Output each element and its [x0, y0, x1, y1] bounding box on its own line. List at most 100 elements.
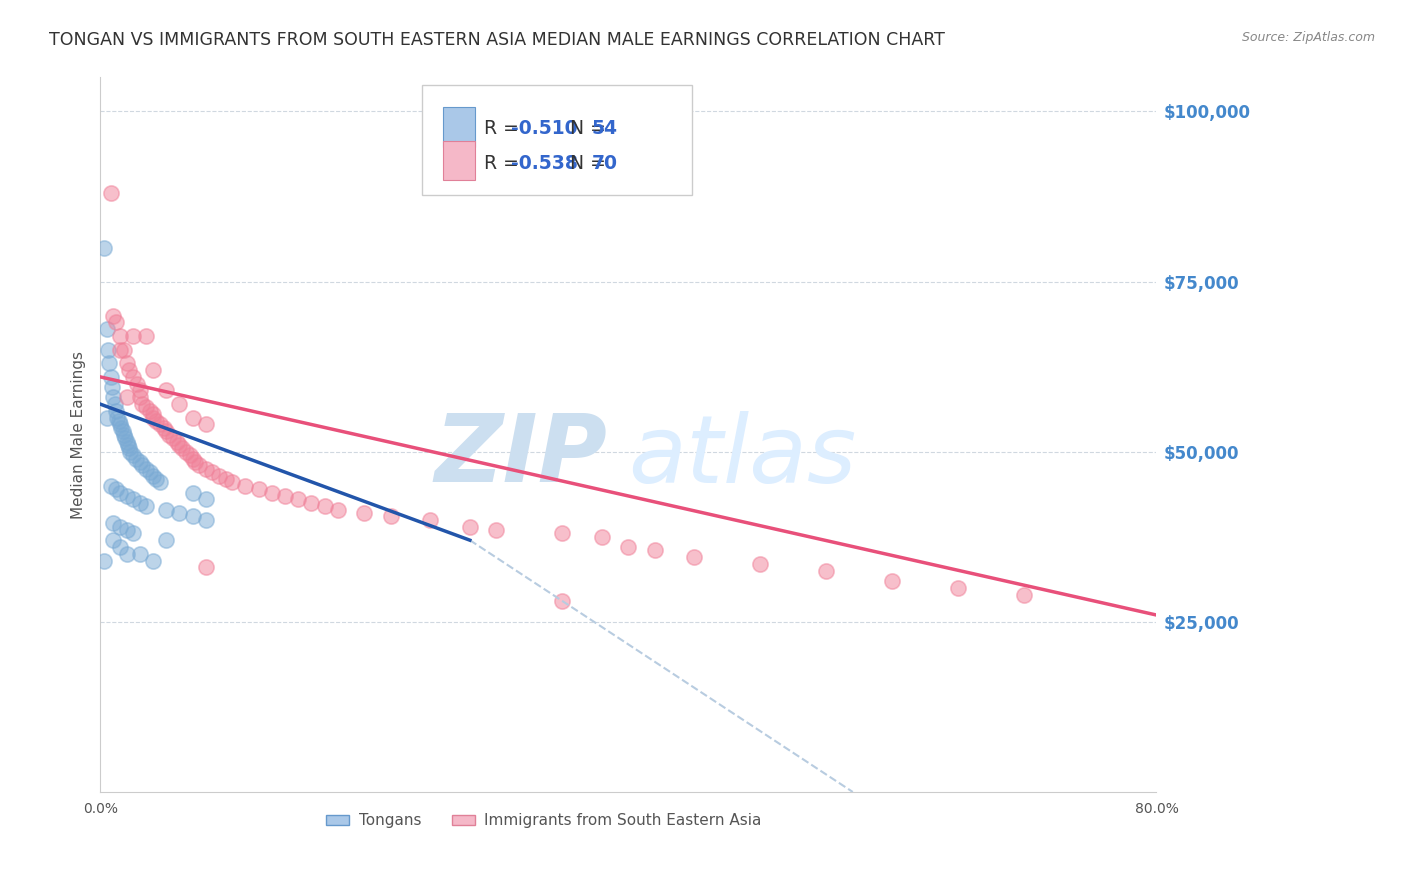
Point — [112, 343, 135, 357]
Point — [142, 363, 165, 377]
Point — [142, 468, 165, 483]
Point — [169, 397, 191, 411]
Point — [139, 465, 162, 479]
Point — [108, 417, 131, 432]
Point — [214, 472, 236, 486]
Point — [181, 509, 204, 524]
Point — [139, 404, 162, 418]
Point — [142, 410, 165, 425]
Point — [485, 523, 508, 537]
Point — [125, 451, 148, 466]
Point — [104, 482, 127, 496]
FancyBboxPatch shape — [443, 107, 475, 147]
Point — [103, 309, 125, 323]
Point — [142, 407, 165, 421]
Point — [314, 499, 336, 513]
Text: -0.538: -0.538 — [510, 154, 578, 173]
Text: R =: R = — [484, 154, 524, 173]
Point — [169, 506, 191, 520]
Point — [155, 502, 177, 516]
Point — [108, 329, 131, 343]
Point — [120, 444, 142, 458]
Point — [96, 410, 118, 425]
Point — [419, 513, 441, 527]
Point — [135, 329, 157, 343]
Text: 70: 70 — [592, 154, 617, 173]
Point — [148, 417, 170, 432]
Point — [274, 489, 297, 503]
Text: TONGAN VS IMMIGRANTS FROM SOUTH EASTERN ASIA MEDIAN MALE EARNINGS CORRELATION CH: TONGAN VS IMMIGRANTS FROM SOUTH EASTERN … — [49, 31, 945, 49]
Point — [128, 496, 150, 510]
Point — [181, 485, 204, 500]
Point — [100, 369, 122, 384]
Point — [181, 410, 204, 425]
Point — [93, 241, 115, 255]
Point — [110, 421, 132, 435]
Point — [122, 492, 145, 507]
Point — [948, 581, 970, 595]
Point — [194, 461, 217, 475]
Point — [201, 465, 224, 479]
Point — [287, 492, 309, 507]
Point — [221, 475, 243, 490]
Point — [683, 550, 706, 565]
Text: ZIP: ZIP — [434, 410, 607, 502]
Legend: Tongans, Immigrants from South Eastern Asia: Tongans, Immigrants from South Eastern A… — [321, 807, 768, 834]
FancyBboxPatch shape — [443, 141, 475, 180]
Point — [169, 438, 191, 452]
Text: 54: 54 — [592, 120, 617, 138]
Point — [181, 451, 204, 466]
Point — [115, 356, 138, 370]
Point — [170, 442, 193, 456]
Point — [103, 533, 125, 548]
Point — [104, 315, 127, 329]
Point — [128, 390, 150, 404]
Y-axis label: Median Male Earnings: Median Male Earnings — [72, 351, 86, 519]
Point — [128, 384, 150, 398]
Point — [98, 356, 121, 370]
Point — [108, 540, 131, 554]
Point — [194, 560, 217, 574]
Point — [299, 496, 322, 510]
Point — [148, 475, 170, 490]
Point — [174, 444, 197, 458]
Point — [184, 455, 207, 469]
Point — [118, 442, 141, 456]
Text: N =: N = — [558, 120, 612, 138]
Point — [115, 390, 138, 404]
Point — [117, 438, 139, 452]
Point — [749, 557, 772, 571]
Point — [194, 492, 217, 507]
Point — [145, 472, 167, 486]
Point — [97, 343, 120, 357]
Point — [882, 574, 904, 588]
Point — [103, 390, 125, 404]
Point — [115, 489, 138, 503]
Point — [111, 425, 134, 439]
Point — [100, 479, 122, 493]
Point — [122, 329, 145, 343]
Point — [145, 414, 167, 428]
Point — [128, 547, 150, 561]
Point — [155, 384, 177, 398]
Text: -0.510: -0.510 — [510, 120, 578, 138]
Point — [152, 421, 174, 435]
Point — [105, 410, 128, 425]
Point — [128, 455, 150, 469]
Text: N =: N = — [558, 154, 612, 173]
Point — [104, 397, 127, 411]
Point — [326, 502, 349, 516]
Point — [115, 547, 138, 561]
Point — [108, 519, 131, 533]
Point — [93, 553, 115, 567]
Point — [188, 458, 211, 473]
Text: R =: R = — [484, 120, 524, 138]
Point — [131, 458, 153, 473]
Point — [166, 434, 188, 449]
Point — [1014, 588, 1036, 602]
Point — [135, 401, 157, 415]
Point — [162, 431, 184, 445]
Point — [380, 509, 402, 524]
Point — [157, 427, 180, 442]
Point — [122, 448, 145, 462]
